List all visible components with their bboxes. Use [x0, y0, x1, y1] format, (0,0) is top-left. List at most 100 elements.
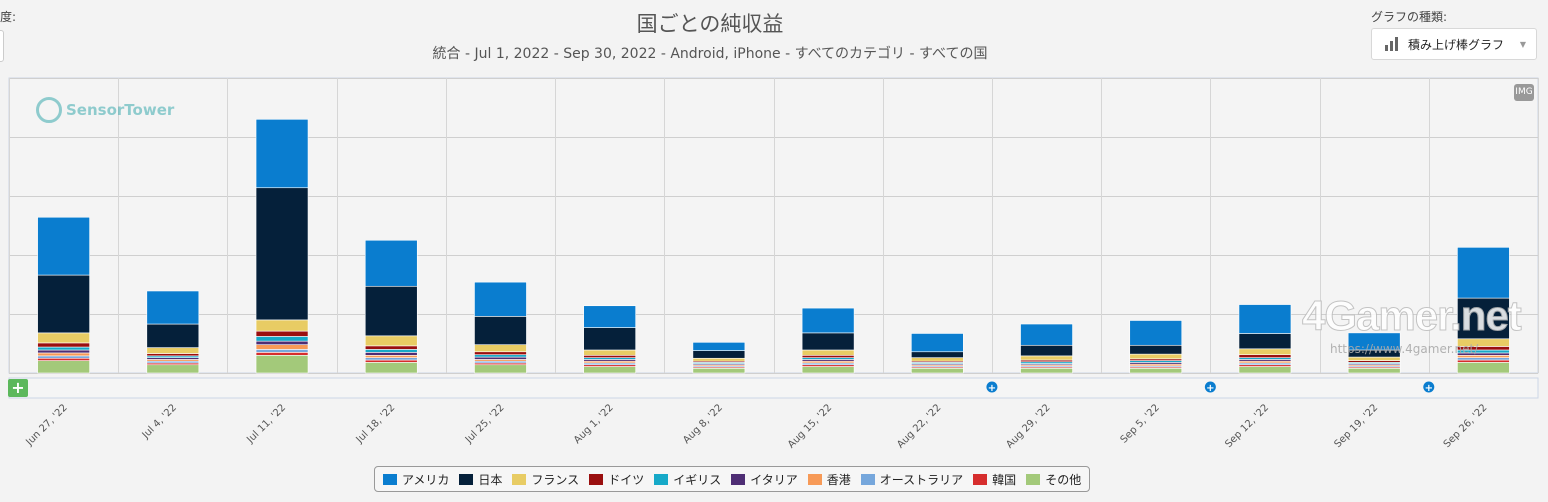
bar-segment[interactable]	[583, 327, 636, 351]
legend-item[interactable]: ドイツ	[589, 471, 644, 488]
bar-segment[interactable]	[255, 340, 309, 345]
legend-item[interactable]: イタリア	[731, 471, 798, 488]
bar-segment[interactable]	[1347, 356, 1401, 361]
chart-type-dropdown[interactable]: 積み上げ棒グラフ ▼	[1371, 28, 1537, 60]
bar-segment[interactable]	[801, 349, 855, 356]
bar-segment[interactable]	[255, 330, 309, 337]
bar-segment[interactable]	[692, 357, 746, 362]
bar-segment[interactable]	[911, 357, 964, 362]
bar-segment[interactable]	[474, 356, 527, 360]
bar-stack[interactable]	[1347, 332, 1401, 374]
annotation-marker-icon[interactable]	[986, 381, 998, 393]
bar-segment[interactable]	[1457, 247, 1510, 299]
bar-segment[interactable]	[1457, 357, 1510, 361]
bar-segment[interactable]	[1347, 332, 1401, 351]
bar-segment[interactable]	[146, 323, 200, 348]
bar-segment[interactable]	[692, 342, 746, 351]
bar-stack[interactable]	[1457, 247, 1510, 374]
legend-item[interactable]: イギリス	[654, 471, 721, 488]
bar-segment[interactable]	[1238, 304, 1292, 334]
bar-segment[interactable]	[37, 274, 90, 334]
bar-segment[interactable]	[364, 239, 418, 287]
bar-segment[interactable]	[37, 360, 90, 374]
bar-stack[interactable]	[146, 290, 200, 374]
bar-segment[interactable]	[364, 335, 418, 347]
bar-segment[interactable]	[37, 355, 90, 359]
bar-segment[interactable]	[1238, 348, 1292, 356]
bar-segment[interactable]	[583, 349, 636, 356]
bar-stack[interactable]	[1129, 320, 1183, 374]
bar-stack[interactable]	[692, 342, 746, 374]
annotation-marker[interactable]: +	[1423, 381, 1435, 395]
bar-segment[interactable]	[1129, 367, 1183, 374]
bar-stack[interactable]	[1020, 323, 1073, 374]
annotation-marker-icon[interactable]	[1423, 381, 1435, 393]
legend-item[interactable]: 香港	[807, 471, 851, 488]
bar-segment[interactable]	[255, 349, 309, 353]
bar-segment[interactable]	[1238, 366, 1292, 374]
bar-segment[interactable]	[474, 316, 527, 345]
bar-segment[interactable]	[1457, 297, 1510, 340]
bar-segment[interactable]	[583, 366, 636, 374]
bar-segment[interactable]	[1238, 333, 1292, 350]
period-select[interactable]	[0, 30, 4, 62]
legend-item[interactable]: その他	[1026, 471, 1081, 488]
bar-segment[interactable]	[364, 354, 418, 358]
legend-item[interactable]: フランス	[512, 471, 579, 488]
bar-segment[interactable]	[583, 305, 636, 328]
bar-segment[interactable]	[255, 354, 309, 374]
image-export-button[interactable]: IMG	[1514, 84, 1534, 101]
bar-segment[interactable]	[146, 353, 200, 357]
bar-stack[interactable]	[474, 281, 527, 374]
bar-segment[interactable]	[911, 367, 964, 374]
bar-segment[interactable]	[801, 332, 855, 351]
bar-segment[interactable]	[1020, 323, 1073, 346]
bar-segment[interactable]	[37, 357, 90, 361]
bar-segment[interactable]	[37, 342, 90, 348]
bar-segment[interactable]	[255, 319, 309, 332]
bar-segment[interactable]	[1020, 344, 1073, 357]
bar-segment[interactable]	[364, 345, 418, 350]
bar-segment[interactable]	[255, 336, 309, 342]
bar-stack[interactable]	[911, 333, 964, 374]
bar-stack[interactable]	[801, 307, 855, 374]
bar-segment[interactable]	[364, 362, 418, 374]
bar-segment[interactable]	[474, 354, 527, 358]
expand-navigator-button[interactable]: +	[8, 379, 28, 397]
bar-segment[interactable]	[583, 354, 636, 358]
bar-segment[interactable]	[692, 350, 746, 359]
bar-segment[interactable]	[146, 347, 200, 354]
bar-segment[interactable]	[1020, 355, 1073, 361]
bar-segment[interactable]	[801, 307, 855, 334]
legend-item[interactable]: 日本	[459, 471, 502, 488]
bar-segment[interactable]	[1347, 367, 1401, 374]
bar-segment[interactable]	[364, 352, 418, 356]
legend-item[interactable]: オーストラリア	[860, 471, 963, 488]
annotation-marker-icon[interactable]	[1204, 381, 1216, 393]
bar-segment[interactable]	[911, 333, 964, 353]
bar-segment[interactable]	[1129, 353, 1183, 360]
bar-segment[interactable]	[37, 332, 90, 344]
bar-segment[interactable]	[255, 344, 309, 350]
bar-segment[interactable]	[37, 349, 90, 354]
bar-segment[interactable]	[1238, 354, 1292, 358]
bar-segment[interactable]	[37, 346, 90, 351]
bar-stack[interactable]	[37, 216, 90, 374]
bar-segment[interactable]	[255, 119, 309, 189]
bar-segment[interactable]	[364, 357, 418, 361]
bar-stack[interactable]	[1238, 304, 1292, 374]
bar-segment[interactable]	[37, 216, 90, 276]
annotation-marker[interactable]: +	[986, 381, 998, 395]
bar-segment[interactable]	[146, 364, 200, 374]
navigator-track[interactable]	[8, 377, 1539, 399]
bar-segment[interactable]	[474, 364, 527, 374]
legend-item[interactable]: アメリカ	[383, 471, 449, 488]
bar-segment[interactable]	[364, 359, 418, 363]
bar-segment[interactable]	[801, 366, 855, 374]
bar-segment[interactable]	[1129, 320, 1183, 346]
bar-segment[interactable]	[474, 344, 527, 353]
bar-segment[interactable]	[255, 187, 309, 321]
bar-segment[interactable]	[1457, 362, 1510, 374]
bar-segment[interactable]	[146, 290, 200, 325]
annotation-marker[interactable]: +	[1204, 381, 1216, 395]
